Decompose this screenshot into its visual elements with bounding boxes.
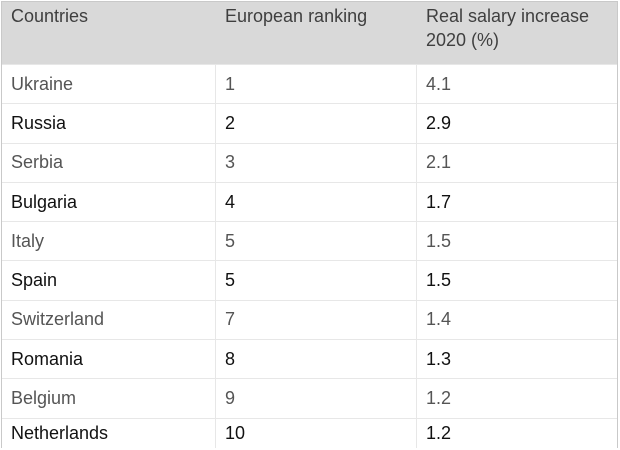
country-cell: Bulgaria bbox=[2, 182, 216, 222]
salary-increase-cell: 1.7 bbox=[417, 182, 617, 222]
salary-increase-cell: 1.2 bbox=[417, 418, 617, 448]
country-cell: Serbia bbox=[2, 143, 216, 182]
ranking-cell: 7 bbox=[216, 300, 417, 340]
ranking-cell: 2 bbox=[216, 104, 417, 143]
table-row: Spain 5 1.5 bbox=[2, 260, 617, 300]
table-row: Bulgaria 4 1.7 bbox=[2, 181, 617, 222]
country-cell: Italy bbox=[2, 222, 216, 261]
table-row: Serbia 3 2.1 bbox=[2, 142, 617, 182]
table-row: Switzerland 7 1.4 bbox=[2, 299, 617, 340]
table-row: Romania 8 1.3 bbox=[2, 339, 617, 379]
table-header: Countries European ranking Real salary i… bbox=[2, 2, 617, 64]
ranking-cell: 5 bbox=[216, 261, 417, 300]
ranking-cell: 10 bbox=[216, 418, 417, 448]
header-countries: Countries bbox=[2, 2, 216, 64]
salary-increase-cell: 2.1 bbox=[417, 143, 617, 182]
table-row: Italy 5 1.5 bbox=[2, 221, 617, 261]
header-real-salary-increase: Real salary increase 2020 (%) bbox=[426, 6, 590, 50]
country-cell: Romania bbox=[2, 340, 216, 379]
table-row: Russia 2 2.9 bbox=[2, 103, 617, 143]
table-row: Belgium 9 1.2 bbox=[2, 378, 617, 418]
ranking-cell: 4 bbox=[216, 182, 417, 222]
table-row: Netherlands 10 1.2 bbox=[2, 417, 617, 448]
salary-increase-cell: 1.3 bbox=[417, 340, 617, 379]
table-row: Ukraine 1 4.1 bbox=[2, 64, 617, 104]
salary-increase-cell: 1.5 bbox=[417, 222, 617, 261]
country-cell: Netherlands bbox=[2, 418, 216, 448]
salary-increase-cell: 1.2 bbox=[417, 379, 617, 418]
salary-increase-cell: 1.4 bbox=[417, 300, 617, 340]
country-cell: Belgium bbox=[2, 379, 216, 418]
ranking-cell: 5 bbox=[216, 222, 417, 261]
country-cell: Russia bbox=[2, 104, 216, 143]
salary-increase-cell: 4.1 bbox=[417, 65, 617, 104]
salary-increase-cell: 2.9 bbox=[417, 104, 617, 143]
country-cell: Ukraine bbox=[2, 65, 216, 104]
header-european-ranking: European ranking bbox=[216, 2, 417, 64]
country-cell: Switzerland bbox=[2, 300, 216, 340]
ranking-cell: 9 bbox=[216, 379, 417, 418]
country-cell: Spain bbox=[2, 261, 216, 300]
ranking-cell: 8 bbox=[216, 340, 417, 379]
ranking-cell: 1 bbox=[216, 65, 417, 104]
salary-increase-cell: 1.5 bbox=[417, 261, 617, 300]
ranking-cell: 3 bbox=[216, 143, 417, 182]
